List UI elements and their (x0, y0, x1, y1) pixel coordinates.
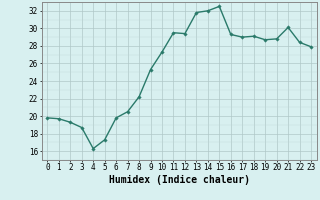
X-axis label: Humidex (Indice chaleur): Humidex (Indice chaleur) (109, 175, 250, 185)
